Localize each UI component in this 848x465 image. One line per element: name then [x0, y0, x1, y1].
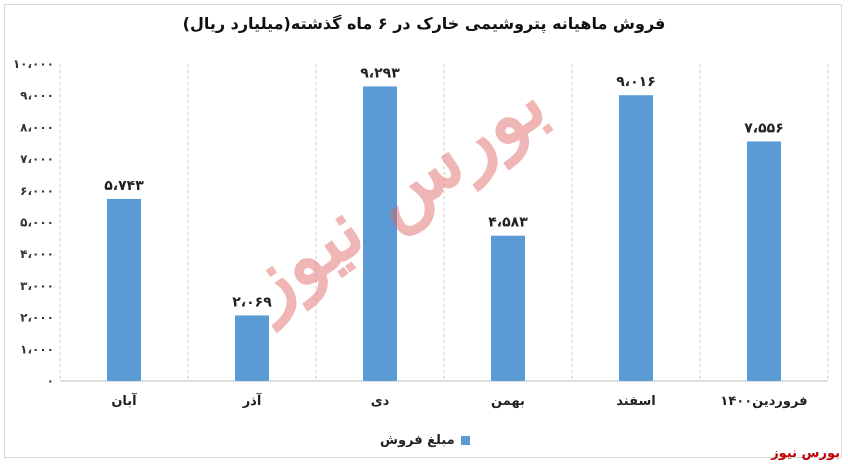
chart-frame: [4, 4, 842, 458]
y-tick-label: ۷،۰۰۰: [20, 152, 54, 166]
legend-label: مبلغ فروش: [380, 433, 455, 448]
x-tick-label: آذر: [242, 392, 262, 409]
y-tick-label: ۴،۰۰۰: [20, 247, 54, 261]
bar: [363, 86, 397, 382]
x-axis: آبان آذر دی بهمن اسفند فروردین۱۴۰۰: [111, 392, 807, 409]
bar: [491, 235, 525, 381]
data-label: ۹،۰۱۶: [616, 74, 656, 90]
data-label: ۵،۷۴۳: [104, 178, 144, 194]
bar: [747, 141, 781, 381]
grid-lines: [59, 64, 829, 382]
bars: [107, 86, 781, 382]
data-label: ۹،۲۹۳: [360, 65, 400, 81]
x-tick-label: دی: [371, 394, 390, 409]
data-labels: ۵،۷۴۳ ۲،۰۶۹ ۹،۲۹۳ ۴،۵۸۳ ۹،۰۱۶ ۷،۵۵۶: [104, 65, 784, 310]
x-tick-label: فروردین۱۴۰۰: [720, 394, 807, 409]
y-tick-label: ۵،۰۰۰: [20, 216, 54, 230]
x-tick-label: بهمن: [491, 394, 525, 409]
data-label: ۷،۵۵۶: [744, 120, 784, 136]
legend-swatch: [460, 436, 470, 445]
y-tick-label: ۲،۰۰۰: [20, 311, 54, 325]
bar: [107, 198, 141, 381]
x-tick-label: اسفند: [616, 394, 655, 409]
y-tick-label: ۳،۰۰۰: [20, 279, 54, 293]
y-tick-label: ۸،۰۰۰: [20, 120, 54, 134]
y-tick-label: ۰: [47, 374, 54, 388]
bar: [619, 95, 653, 381]
y-tick-label: ۱۰،۰۰۰: [13, 57, 54, 71]
y-axis: ۰ ۱،۰۰۰ ۲،۰۰۰ ۳،۰۰۰ ۴،۰۰۰ ۵،۰۰۰ ۶،۰۰۰ ۷،۰۰۰ ۸،۰۰…: [13, 57, 54, 388]
source-label: بورس نیوز: [771, 446, 840, 461]
y-tick-label: ۱،۰۰۰: [20, 342, 54, 356]
bar: [235, 315, 269, 381]
chart-title: فروش ماهیانه پتروشیمی خارک در ۶ ماه گذشت…: [182, 14, 666, 33]
y-tick-label: ۶،۰۰۰: [20, 184, 54, 198]
data-label: ۲،۰۶۹: [232, 294, 272, 310]
y-tick-label: ۹،۰۰۰: [20, 89, 54, 103]
data-label: ۴،۵۸۳: [488, 215, 528, 231]
legend: مبلغ فروش: [380, 433, 470, 448]
x-tick-label: آبان: [111, 392, 137, 409]
